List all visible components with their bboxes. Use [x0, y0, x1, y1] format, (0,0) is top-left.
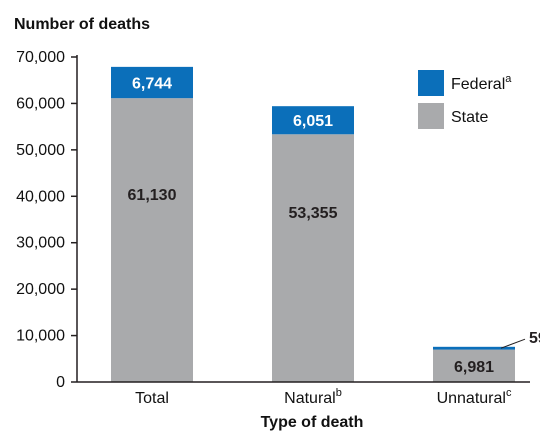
value-label-federal: 6,744	[132, 76, 172, 93]
legend-swatch	[418, 70, 444, 96]
bar-state	[111, 98, 193, 383]
legend-label: State	[451, 109, 488, 126]
bar-federal	[433, 346, 515, 350]
y-tick-label: 20,000	[16, 281, 65, 298]
value-label-state: 61,130	[128, 187, 177, 204]
legend: Federala State	[418, 70, 512, 129]
y-tick-label: 50,000	[16, 142, 65, 159]
bars: 61,130 6,744 53,355 6,051 6,981 597	[111, 66, 540, 383]
y-tick-label: 10,000	[16, 328, 65, 345]
value-label-state: 53,355	[289, 205, 338, 222]
y-tick-label: 40,000	[16, 188, 65, 205]
y-axis: 0 10,000 20,000 30,000 40,000 50,000 60,000 70,…	[16, 49, 78, 391]
bar-state	[272, 134, 354, 382]
legend-swatch	[418, 103, 444, 129]
y-tick-label: 60,000	[16, 95, 65, 112]
bar-federal	[111, 66, 193, 99]
y-tick-label: 0	[56, 374, 65, 391]
legend-label: Federala	[451, 73, 512, 93]
x-tick-label: Unnaturalc	[437, 387, 512, 407]
leader-line	[500, 338, 526, 349]
x-axis: Total Naturalb Unnaturalc	[77, 381, 530, 407]
x-tick-label: Naturalb	[284, 387, 342, 407]
bar-state	[433, 349, 515, 382]
y-tick-label: 70,000	[16, 49, 65, 66]
x-axis-label: Type of death	[261, 414, 364, 431]
value-label-federal: 6,051	[293, 113, 333, 130]
value-label-federal: 597	[529, 330, 540, 347]
x-tick-label: Total	[135, 390, 169, 407]
y-axis-label: Number of deaths	[14, 16, 150, 33]
bar-federal	[272, 106, 354, 135]
value-label-state: 6,981	[454, 359, 494, 376]
y-tick-label: 30,000	[16, 235, 65, 252]
